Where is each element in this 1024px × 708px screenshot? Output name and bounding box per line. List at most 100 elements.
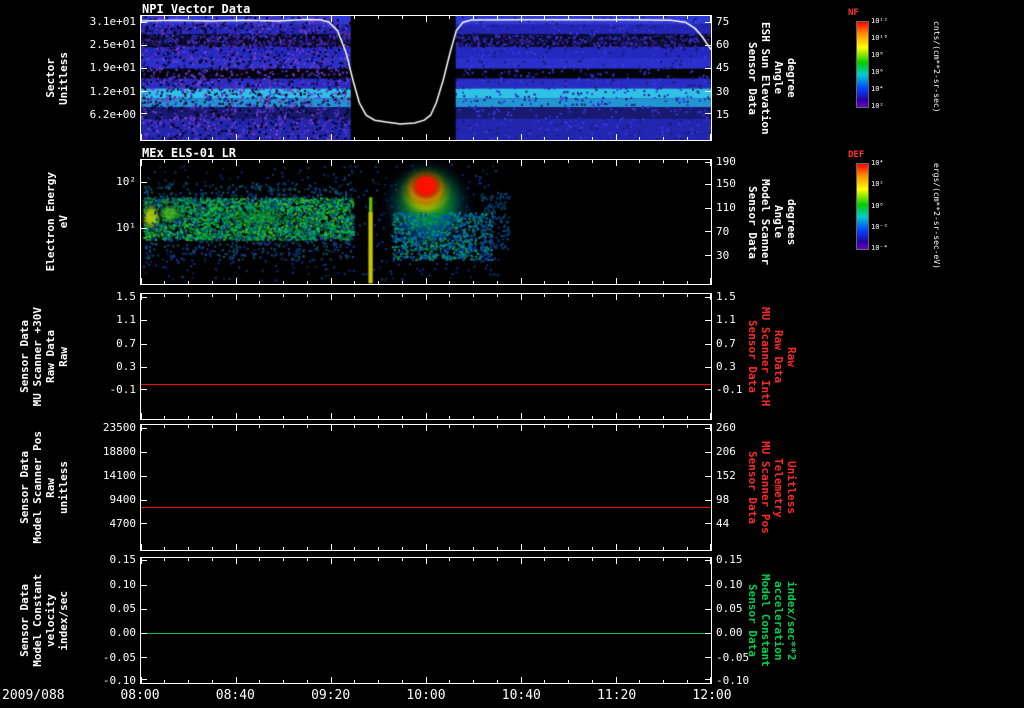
x-tick-label: 08:00: [120, 688, 160, 703]
x-tick-mark: [544, 558, 545, 561]
y-tick-mark: [705, 231, 711, 232]
y-tick-mark: [141, 523, 147, 524]
x-tick-mark: [426, 294, 427, 300]
x-tick-mark: [568, 425, 569, 428]
right-axis-label-line: ESH Sun Elevation: [759, 21, 772, 135]
x-tick-mark: [521, 16, 522, 22]
x-tick-mark: [592, 137, 593, 140]
x-tick-mark: [402, 547, 403, 550]
x-tick-mark: [449, 294, 450, 297]
x-tick-mark: [141, 294, 142, 300]
x-tick-mark: [283, 160, 284, 163]
y-tick-mark: [705, 344, 711, 345]
panel-npi-spectrogram: [140, 15, 712, 141]
x-tick-mark: [639, 416, 640, 419]
y-tick-label: 0.00: [716, 626, 743, 640]
y-tick-mark: [705, 162, 711, 163]
x-tick-mark: [259, 160, 260, 163]
x-tick-mark: [354, 680, 355, 683]
right-axis-label-line: Sensor Data: [746, 451, 759, 524]
y-tick-mark: [141, 560, 147, 561]
x-tick-mark: [710, 134, 711, 140]
y-tick-mark: [141, 657, 147, 658]
y-tick-label: 1.5: [716, 289, 736, 303]
x-tick-mark: [141, 16, 142, 22]
x-tick-mark: [616, 134, 617, 140]
x-tick-mark: [663, 281, 664, 284]
x-tick-mark: [592, 281, 593, 284]
x-tick-mark: [616, 544, 617, 550]
x-tick-mark: [164, 16, 165, 19]
x-tick-mark: [426, 544, 427, 550]
x-tick-mark: [164, 547, 165, 550]
x-tick-mark: [236, 278, 237, 284]
x-tick-mark: [426, 413, 427, 419]
x-tick-mark: [426, 558, 427, 564]
x-tick-mark: [164, 558, 165, 561]
x-tick-mark: [188, 558, 189, 561]
y-tick-mark: [141, 428, 147, 429]
y-tick-label: 60: [716, 38, 730, 52]
x-tick-mark: [449, 281, 450, 284]
x-tick-mark: [639, 680, 640, 683]
x-tick-mark: [307, 680, 308, 683]
x-tick-mark: [378, 160, 379, 163]
x-tick-mark: [164, 137, 165, 140]
x-tick-mark: [236, 134, 237, 140]
x-tick-mark: [473, 416, 474, 419]
y-tick-label: 2.5e+01: [89, 38, 136, 52]
y-tick-mark: [141, 500, 147, 501]
left-axis-label-line: unitless: [57, 461, 70, 514]
x-tick-mark: [307, 137, 308, 140]
x-tick-mark: [639, 425, 640, 428]
x-tick-mark: [497, 281, 498, 284]
y-tick-mark: [141, 476, 147, 477]
x-tick-mark: [473, 547, 474, 550]
x-tick-mark: [449, 680, 450, 683]
x-tick-mark: [402, 137, 403, 140]
right-axis-label-line: Sensor Data: [746, 185, 759, 259]
x-tick-mark: [687, 416, 688, 419]
x-tick-mark: [141, 677, 142, 683]
x-tick-mark: [568, 281, 569, 284]
x-tick-mark: [283, 137, 284, 140]
x-tick-mark: [663, 547, 664, 550]
x-tick-mark: [521, 677, 522, 683]
x-tick-mark: [212, 137, 213, 140]
x-tick-mark: [331, 160, 332, 166]
y-tick-mark: [141, 585, 147, 586]
model-constant-velocity-data-line: [141, 633, 711, 634]
x-tick-mark: [188, 680, 189, 683]
x-tick-mark: [236, 294, 237, 300]
y-tick-label: 0.15: [109, 552, 137, 566]
x-tick-mark: [378, 425, 379, 428]
x-tick-mark: [710, 425, 711, 431]
x-tick-mark: [141, 558, 142, 564]
y-tick-label: 0.10: [716, 577, 743, 591]
x-tick-mark: [497, 558, 498, 561]
x-tick-mark: [188, 416, 189, 419]
x-tick-mark: [639, 294, 640, 297]
y-tick-label: 30: [716, 84, 730, 98]
right-axis-label-line: Raw: [785, 346, 798, 367]
y-tick-mark: [705, 633, 711, 634]
x-tick-mark: [473, 281, 474, 284]
x-tick-mark: [592, 16, 593, 19]
y-tick-mark: [705, 255, 711, 256]
y-tick-mark: [705, 68, 711, 69]
y-tick-mark: [705, 585, 711, 586]
x-tick-mark: [592, 558, 593, 561]
x-tick-mark: [497, 547, 498, 550]
y-tick-mark: [141, 91, 147, 92]
x-tick-mark: [259, 416, 260, 419]
x-tick-mark: [188, 425, 189, 428]
y-tick-label: 0.05: [109, 602, 137, 616]
x-tick-mark: [259, 137, 260, 140]
x-tick-mark: [687, 680, 688, 683]
y-tick-label: 10¹: [116, 221, 136, 235]
left-axis-label: Sensor Data Model Constant velocity index/s…: [18, 557, 70, 684]
right-axis-label-line: acceleration: [772, 580, 785, 661]
y-tick-mark: [141, 45, 147, 46]
left-axis-label-line: Sensor Data: [18, 320, 31, 393]
x-tick-mark: [687, 137, 688, 140]
